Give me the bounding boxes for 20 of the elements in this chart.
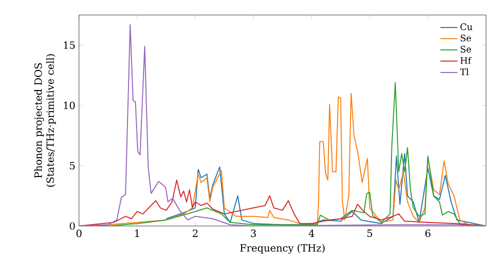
legend-label: Se (460, 34, 472, 42)
x-tick-label: 6 (425, 230, 430, 238)
legend-label: Cu (460, 23, 472, 30)
y-axis-title: Phonon projected DOS (States/THz·primitive cell) (34, 54, 56, 187)
y-tick-label: 15 (64, 41, 75, 49)
legend-label: Se (460, 46, 472, 53)
x-tick-label: 0 (76, 230, 82, 238)
x-tick-label: 4 (308, 230, 314, 237)
x-tick-label: 3 (251, 230, 256, 238)
y-tick-label: 0 (70, 222, 75, 230)
legend-label: Tl (460, 68, 469, 76)
x-tick-label: 1 (135, 230, 139, 237)
line-series (79, 180, 486, 226)
y-tick-label: 5 (70, 162, 75, 170)
x-axis-title: Frequency (THz) (240, 244, 325, 254)
y-tick-label: 10 (64, 102, 75, 110)
line-series (166, 153, 486, 226)
x-tick-label: 2 (192, 230, 198, 237)
x-tick-label: 5 (367, 230, 372, 237)
legend-label: Hf (460, 56, 472, 64)
